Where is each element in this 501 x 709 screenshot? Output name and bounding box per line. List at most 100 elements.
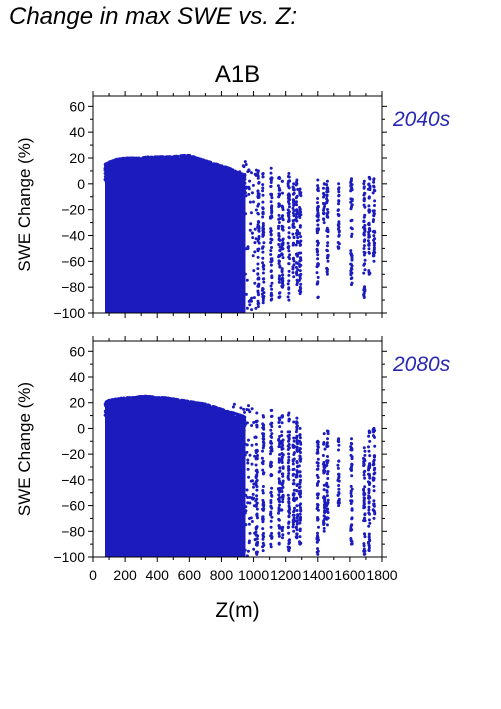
- data-point: [261, 186, 265, 190]
- data-point: [142, 168, 146, 172]
- y-axis-label: SWE Change (%): [15, 382, 34, 516]
- data-point: [292, 510, 296, 514]
- data-point: [295, 504, 299, 508]
- data-point: [261, 485, 265, 488]
- data-point: [295, 528, 299, 532]
- data-point: [295, 509, 299, 512]
- data-point: [298, 436, 302, 440]
- data-point: [349, 273, 353, 277]
- data-point: [182, 411, 186, 415]
- data-point: [254, 526, 258, 530]
- data-point: [200, 172, 204, 176]
- data-point: [222, 413, 226, 417]
- data-point: [181, 154, 184, 157]
- data-point: [316, 531, 319, 535]
- data-point: [337, 233, 341, 237]
- data-point: [133, 157, 137, 161]
- data-point: [337, 492, 341, 495]
- data-point: [138, 164, 142, 167]
- data-point: [367, 546, 371, 550]
- data-point: [325, 490, 329, 494]
- data-point: [255, 479, 259, 482]
- data-point: [295, 469, 299, 473]
- data-point: [337, 199, 341, 203]
- data-point: [238, 170, 242, 174]
- data-point: [363, 205, 367, 209]
- data-point: [316, 492, 320, 496]
- y-tick-label: −60: [61, 253, 85, 269]
- data-point: [242, 281, 246, 285]
- data-point: [291, 211, 295, 215]
- y-tick-label: 20: [69, 395, 85, 411]
- data-point: [350, 264, 354, 268]
- data-point: [280, 482, 284, 486]
- data-point: [250, 231, 254, 235]
- data-point: [269, 200, 273, 204]
- data-point: [299, 194, 303, 198]
- data-point: [270, 281, 274, 285]
- data-point: [131, 410, 134, 414]
- data-point: [191, 402, 194, 406]
- data-point: [253, 227, 257, 231]
- data-point: [350, 218, 354, 222]
- data-point: [250, 462, 254, 466]
- y-tick-label: −100: [53, 549, 85, 565]
- data-point: [362, 244, 366, 248]
- data-point: [164, 400, 168, 404]
- data-point: [242, 291, 246, 295]
- data-point: [367, 250, 371, 254]
- data-point: [236, 546, 240, 550]
- data-point: [325, 441, 329, 445]
- data-point: [256, 247, 260, 251]
- data-point: [236, 522, 240, 525]
- data-point: [106, 171, 110, 175]
- data-point: [287, 255, 291, 259]
- data-point: [277, 542, 281, 546]
- data-point: [326, 437, 329, 441]
- data-point: [292, 204, 296, 207]
- data-point: [323, 499, 327, 503]
- data-point: [362, 464, 366, 468]
- data-point: [349, 207, 353, 211]
- data-point: [217, 422, 221, 426]
- data-point: [145, 400, 149, 404]
- data-point: [200, 409, 204, 413]
- data-point: [291, 225, 295, 229]
- data-point: [362, 219, 366, 223]
- data-point: [204, 413, 208, 417]
- data-point: [121, 156, 125, 160]
- data-point: [225, 177, 229, 181]
- data-point: [349, 489, 353, 493]
- data-point: [255, 485, 259, 489]
- data-point: [122, 170, 126, 174]
- data-point: [299, 489, 302, 493]
- data-point: [296, 442, 299, 446]
- data-point: [287, 279, 291, 283]
- data-point: [349, 538, 353, 542]
- data-point: [141, 173, 144, 177]
- data-point: [201, 164, 205, 168]
- data-point: [270, 486, 274, 490]
- data-point: [367, 524, 371, 528]
- data-point: [316, 518, 320, 522]
- data-point: [180, 166, 184, 170]
- data-point: [367, 227, 371, 230]
- data-point: [278, 192, 282, 196]
- data-point: [256, 239, 260, 243]
- data-point: [124, 165, 128, 169]
- data-point: [186, 156, 190, 160]
- data-point: [280, 486, 284, 490]
- data-point: [254, 237, 258, 241]
- data-point: [291, 271, 295, 275]
- data-point: [292, 182, 296, 186]
- data-point: [291, 223, 295, 227]
- data-point: [241, 467, 245, 471]
- data-point: [299, 442, 303, 446]
- data-point: [244, 292, 248, 296]
- data-point: [192, 155, 196, 159]
- data-point: [252, 200, 255, 204]
- data-point: [292, 198, 296, 202]
- data-point: [235, 262, 239, 266]
- data-point: [237, 469, 240, 473]
- data-point: [261, 520, 265, 524]
